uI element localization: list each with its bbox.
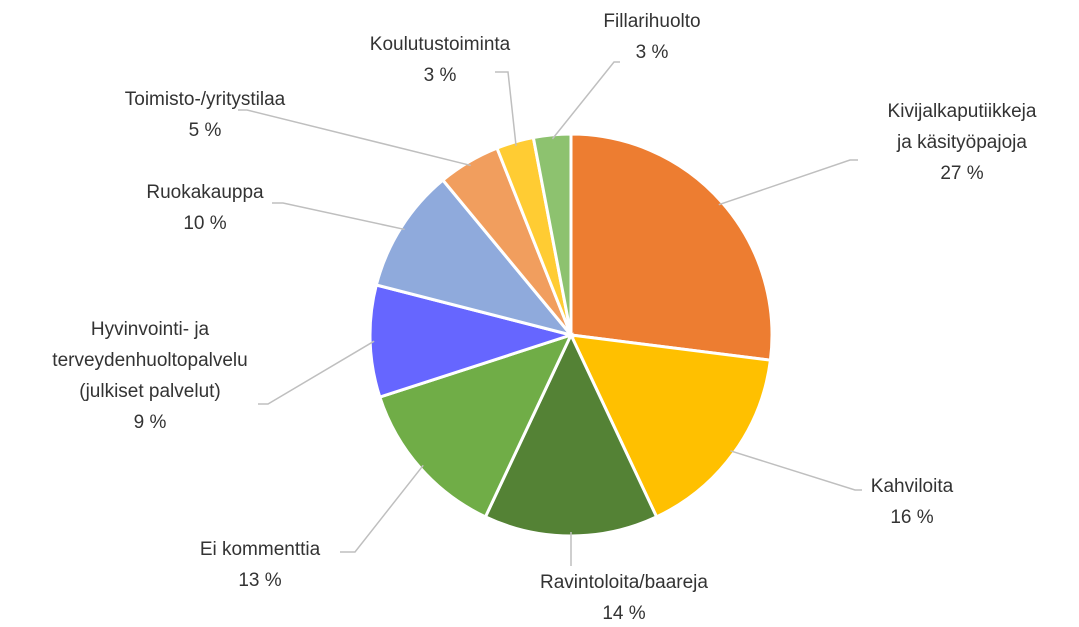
value-label: 3 %: [635, 42, 669, 63]
pie-slice: [368, 283, 577, 400]
leader-line: [551, 61, 620, 140]
pie-slice: [569, 132, 774, 362]
leader-line: [258, 340, 375, 405]
slice-label: Koulutustoiminta: [369, 34, 511, 55]
value-label: 27 %: [940, 163, 984, 184]
slice-label: Hyvinvointi- ja terveydenhuoltopalvelu (…: [52, 319, 248, 402]
value-label: 10 %: [183, 213, 227, 234]
pie-slice: [531, 132, 573, 336]
pie-slice: [568, 333, 773, 519]
leader-line: [718, 159, 858, 206]
value-label: 13 %: [238, 570, 282, 591]
slice-label: Ruokakauppa: [146, 182, 264, 203]
slice-label: Fillarihuolto: [603, 11, 701, 32]
leader-line: [730, 450, 862, 491]
leader-line: [238, 109, 471, 167]
pie-slice: [374, 178, 576, 338]
value-label: 5 %: [188, 120, 222, 141]
leader-line: [272, 202, 405, 231]
leader-line: [495, 71, 517, 146]
slice-label: Kivijalkaputiikkeja ja käsityöpajoja: [887, 101, 1037, 153]
slice-label: Ravintoloita/baareja: [540, 572, 708, 593]
slice-label: Toimisto-/yritystilaa: [124, 89, 286, 110]
slice-label: Kahviloita: [870, 476, 954, 497]
leader-line: [340, 464, 424, 553]
slice-label: Ei kommenttia: [199, 539, 321, 560]
value-label: 9 %: [133, 412, 167, 433]
value-label: 16 %: [890, 507, 934, 528]
value-label: 14 %: [602, 603, 646, 624]
value-label: 3 %: [423, 65, 457, 86]
